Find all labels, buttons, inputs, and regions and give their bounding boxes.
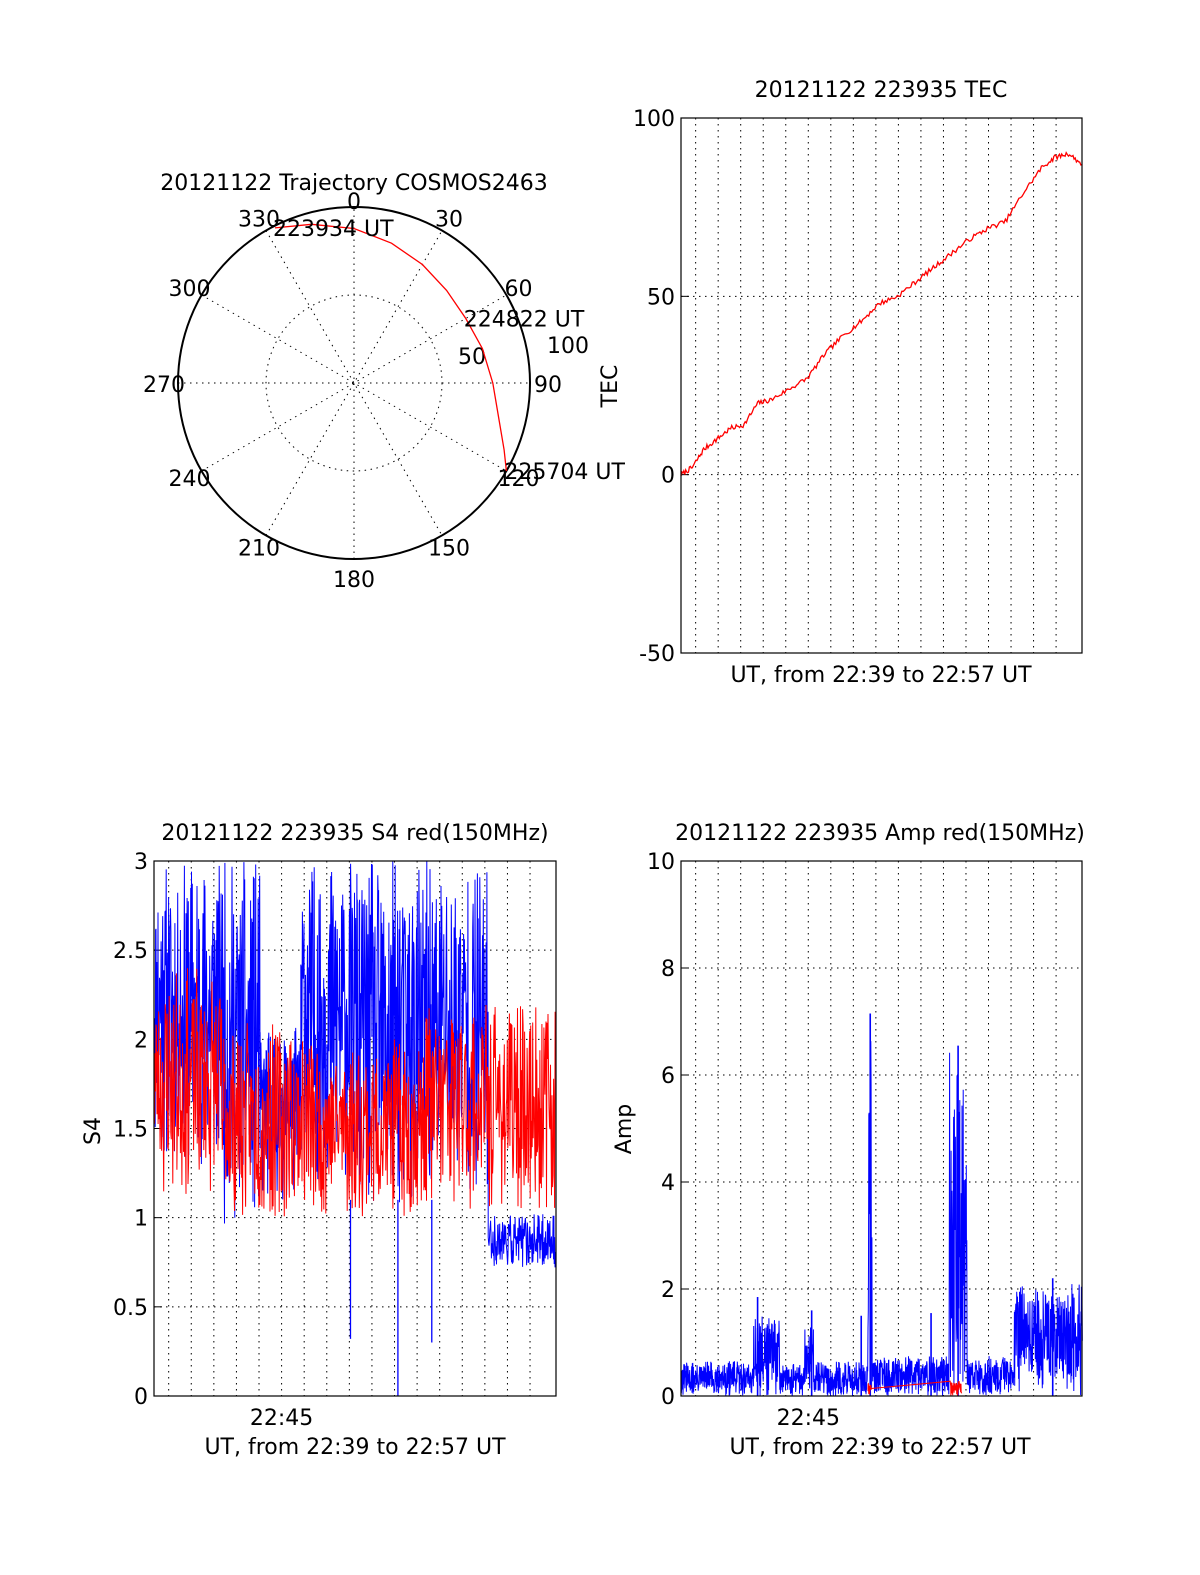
amp-blue-series xyxy=(680,1041,1083,1397)
tec-x-axis-label: UT, from 22:39 to 22:57 UT xyxy=(730,663,1032,688)
tec-plot-frame xyxy=(680,117,1083,654)
trajectory-time-label: 223934 UT xyxy=(273,217,394,242)
amp-plot: 20121122 223935 Amp red(150MHz) UT, from… xyxy=(612,821,1085,1460)
polar-angle-label: 150 xyxy=(428,537,470,562)
y-tick-label: 3 xyxy=(134,850,148,875)
trajectory-time-label: 225704 UT xyxy=(504,460,625,485)
amp-plot-frame xyxy=(680,860,1083,1397)
y-tick-label: -50 xyxy=(639,642,675,667)
y-tick-label: 2 xyxy=(134,1028,148,1053)
polar-radius-label: 50 xyxy=(458,345,486,370)
tec-plot: 20121122 223935 TEC UT, from 22:39 to 22… xyxy=(598,78,1083,688)
polar-outer-circle xyxy=(177,206,531,560)
trajectory-time-label: 224822 UT xyxy=(464,307,585,332)
amp-plot-title: 20121122 223935 Amp red(150MHz) xyxy=(675,821,1085,846)
trajectory-plot-title: 20121122 Trajectory COSMOS2463 xyxy=(160,171,547,196)
polar-angle-label: 90 xyxy=(534,373,562,398)
s4-plot-title: 20121122 223935 S4 red(150MHz) xyxy=(161,821,548,846)
y-tick-label: 1.5 xyxy=(113,1118,148,1143)
y-tick-label: 0.5 xyxy=(113,1296,148,1321)
y-tick-label: 50 xyxy=(647,285,675,310)
trajectory-polar-plot: 20121122 Trajectory COSMOS2463 0 30 60 90 12… xyxy=(143,171,625,593)
trajectory-time-annotations: 223934 UT 224822 UT 225704 UT xyxy=(273,217,626,485)
y-tick-label: 8 xyxy=(661,957,675,982)
s4-red-series xyxy=(153,968,557,1217)
y-tick-label: 4 xyxy=(661,1171,675,1196)
s4-y-axis-label: S4 xyxy=(81,1117,106,1145)
y-tick-label: 6 xyxy=(661,1064,675,1089)
polar-angle-label: 330 xyxy=(238,207,280,232)
polar-angle-label: 30 xyxy=(435,207,463,232)
polar-angle-label: 0 xyxy=(347,190,361,215)
polar-grid xyxy=(177,206,531,560)
amp-plot-area: 0 2 4 6 8 10 22:45 xyxy=(647,850,1083,1431)
amp-y-axis-label: Amp xyxy=(612,1104,637,1154)
y-tick-label: 0 xyxy=(134,1385,148,1410)
x-tick-label: 22:45 xyxy=(250,1406,313,1431)
tec-plot-area: -50 0 50 100 xyxy=(633,107,1083,667)
s4-plot-area: 0 0.5 1 1.5 2 2.5 3 22:45 xyxy=(113,850,557,1431)
trajectory-path xyxy=(274,223,508,472)
tec-plot-title: 20121122 223935 TEC xyxy=(755,78,1008,103)
polar-angle-label: 60 xyxy=(505,277,533,302)
s4-plot-frame xyxy=(153,860,557,1397)
tec-series-line xyxy=(680,151,1083,477)
x-tick-label: 22:45 xyxy=(777,1406,840,1431)
y-tick-label: 100 xyxy=(633,107,675,132)
polar-angle-label: 300 xyxy=(168,277,210,302)
polar-angle-label: 180 xyxy=(333,568,375,593)
polar-angle-label: 120 xyxy=(498,467,540,492)
polar-angle-labels: 0 30 60 90 120 150 180 210 240 270 300 330 xyxy=(143,190,562,593)
amp-red-series xyxy=(867,1380,963,1397)
polar-angle-label: 240 xyxy=(168,467,210,492)
amp-x-axis-label: UT, from 22:39 to 22:57 UT xyxy=(729,1435,1031,1460)
y-tick-label: 10 xyxy=(647,850,675,875)
s4-x-axis-label: UT, from 22:39 to 22:57 UT xyxy=(204,1435,506,1460)
polar-radius-labels: 50 100 xyxy=(458,334,589,370)
trajectory-line xyxy=(274,223,508,472)
y-tick-label: 2 xyxy=(661,1278,675,1303)
s4-blue-series xyxy=(153,860,557,1268)
polar-angle-label: 210 xyxy=(238,537,280,562)
y-tick-label: 1 xyxy=(134,1207,148,1232)
polar-angle-label: 270 xyxy=(143,373,185,398)
y-tick-label: 0 xyxy=(661,1385,675,1410)
y-tick-label: 0 xyxy=(661,464,675,489)
s4-plot: 20121122 223935 S4 red(150MHz) UT, from … xyxy=(81,821,557,1460)
tec-y-axis-label: TEC xyxy=(598,365,623,409)
polar-radius-label: 100 xyxy=(547,334,589,359)
y-tick-label: 2.5 xyxy=(113,939,148,964)
